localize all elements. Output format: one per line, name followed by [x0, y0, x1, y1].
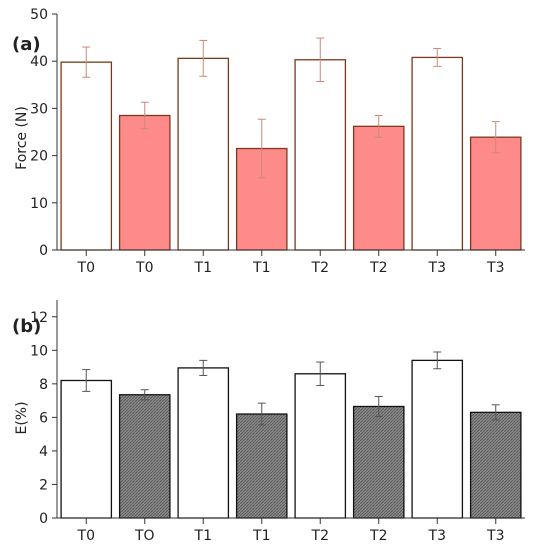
- bar: [60, 61, 113, 251]
- y-tick-label: 30: [30, 101, 48, 117]
- x-tick-label: TO: [134, 528, 155, 544]
- x-tick-label: T2: [311, 528, 329, 544]
- bars-a: [60, 56, 522, 251]
- x-ticks-b: T0 TO T1 T1 T2 T2 T3 T3: [77, 518, 504, 544]
- x-tick-label: T0: [135, 260, 153, 276]
- bar: [411, 56, 464, 251]
- y-tick-label: 40: [30, 54, 48, 70]
- error-bars-b: [82, 351, 500, 426]
- bar: [469, 411, 522, 519]
- y-tick-label: 4: [39, 444, 48, 460]
- bar: [294, 373, 347, 519]
- x-tick-label: T1: [194, 528, 212, 544]
- bar: [411, 359, 464, 519]
- y-tick-label: 20: [30, 149, 48, 165]
- bar: [177, 367, 230, 519]
- y-axis-title-a: Force (N): [14, 106, 30, 170]
- y-tick-label: 0: [39, 243, 48, 259]
- x-tick-label: T3: [428, 528, 446, 544]
- elongation-chart: (b) E(%) 0 2 4 6 8 10 12 T0 TO T1 T1 T2 T2 T3 T3: [12, 300, 525, 544]
- y-tick-label: 6: [39, 410, 48, 426]
- x-tick-label: T2: [369, 260, 387, 276]
- force-chart: (a) Force (N) 0 10 20 30 40 50 T0 T0 T1 T1 T2 T2 T3…: [12, 7, 525, 276]
- x-ticks-a: T0 T0 T1 T1 T2 T2 T3 T3: [77, 250, 504, 276]
- x-tick-label: T3: [486, 260, 504, 276]
- y-tick-label: 8: [39, 377, 48, 393]
- x-tick-label: T0: [77, 260, 95, 276]
- x-tick-label: T0: [77, 528, 95, 544]
- y-tick-label: 10: [30, 343, 48, 359]
- y-axis-title-b: E(%): [14, 401, 30, 434]
- bar: [294, 59, 347, 251]
- x-tick-label: T2: [311, 260, 329, 276]
- x-tick-label: T1: [194, 260, 212, 276]
- bar: [118, 394, 171, 519]
- bar: [60, 379, 113, 519]
- bar: [118, 114, 171, 251]
- x-tick-label: T2: [369, 528, 387, 544]
- y-ticks-a: 0 10 20 30 40 50: [30, 7, 57, 259]
- error-bars-a: [82, 37, 500, 179]
- bar: [352, 405, 405, 519]
- panel-label-b: (b): [12, 316, 41, 337]
- y-ticks-b: 0 2 4 6 8 10 12: [30, 310, 57, 527]
- bars-b: [60, 359, 522, 519]
- bar: [352, 125, 405, 251]
- y-tick-label: 50: [30, 7, 48, 23]
- axes-a: [56, 14, 525, 251]
- axes-b: [56, 300, 525, 519]
- bar: [177, 57, 230, 251]
- bar: [235, 413, 288, 519]
- y-tick-label: 12: [30, 310, 48, 326]
- panel-label-a: (a): [12, 34, 41, 55]
- x-tick-label: T1: [252, 260, 270, 276]
- x-tick-label: T3: [486, 528, 504, 544]
- y-tick-label: 10: [30, 196, 48, 212]
- bar: [469, 136, 522, 251]
- y-tick-label: 2: [39, 477, 48, 493]
- x-tick-label: T1: [252, 528, 270, 544]
- y-tick-label: 0: [39, 511, 48, 527]
- x-tick-label: T3: [428, 260, 446, 276]
